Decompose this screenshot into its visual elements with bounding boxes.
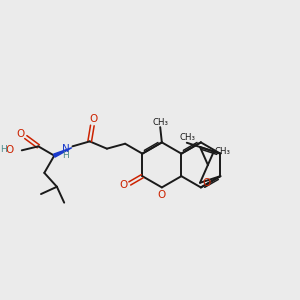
Polygon shape xyxy=(54,148,72,157)
Text: O: O xyxy=(203,178,211,188)
Text: H: H xyxy=(0,145,7,154)
Text: H: H xyxy=(62,151,68,160)
Text: CH₃: CH₃ xyxy=(214,147,230,156)
Text: O: O xyxy=(17,129,25,140)
Text: O: O xyxy=(89,114,97,124)
Text: N: N xyxy=(62,144,70,154)
Text: CH₃: CH₃ xyxy=(179,133,196,142)
Text: O: O xyxy=(120,180,128,190)
Text: CH₃: CH₃ xyxy=(152,118,168,127)
Text: O: O xyxy=(5,145,13,155)
Text: O: O xyxy=(158,190,166,200)
